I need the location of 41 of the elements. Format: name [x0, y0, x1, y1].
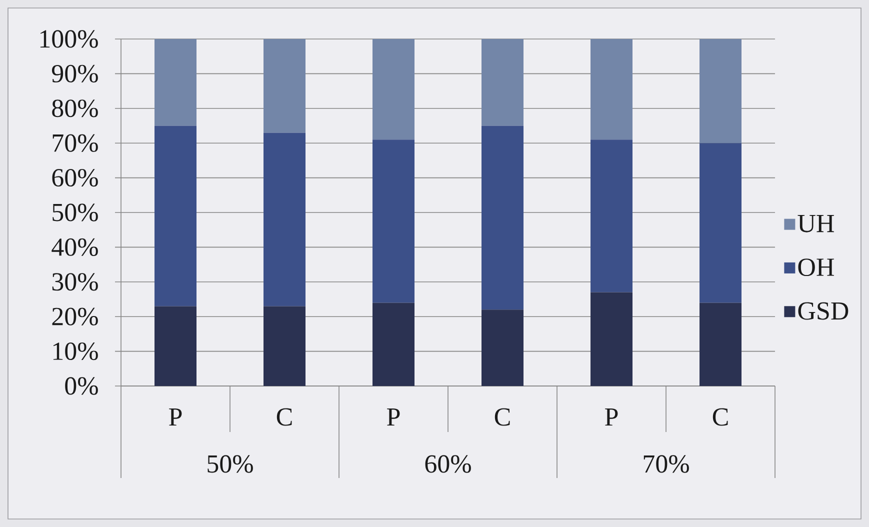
- x-tick-label: C: [712, 408, 728, 426]
- bar: [264, 38, 306, 133]
- bar: [700, 38, 742, 144]
- bar: [482, 126, 524, 310]
- y-tick-label: 40%: [52, 238, 98, 256]
- x-tick-label: P: [605, 408, 618, 426]
- bar: [700, 143, 742, 303]
- y-tick-label: 60%: [52, 168, 98, 187]
- bar: [154, 38, 196, 126]
- bar: [590, 292, 633, 386]
- text: 70%: [644, 455, 689, 473]
- legend-label: GSD: [798, 302, 848, 320]
- bar: [154, 126, 196, 306]
- x-tick-label: C: [276, 408, 292, 426]
- bar: [264, 306, 306, 386]
- bar: [590, 140, 633, 292]
- bar: [372, 38, 415, 140]
- legend-label: OH: [798, 258, 834, 276]
- y-tick-label: 100%: [40, 30, 98, 48]
- y-tick-label: 50%: [52, 204, 98, 222]
- bar: [264, 132, 306, 306]
- y-tick-label: 30%: [52, 273, 98, 291]
- bar: [372, 140, 415, 303]
- y-tick-label: 80%: [52, 100, 98, 118]
- bar: [372, 302, 415, 386]
- y-tick-label: 10%: [53, 342, 98, 360]
- x-tick-label: P: [169, 408, 182, 426]
- bar: [700, 302, 742, 386]
- text: 60%: [425, 455, 471, 473]
- bar: [482, 310, 524, 386]
- text: 50%: [208, 455, 253, 473]
- legend-label: UH: [798, 215, 834, 232]
- bar: [590, 38, 633, 140]
- y-tick-label: 0%: [65, 377, 98, 395]
- bar: [154, 306, 196, 386]
- y-tick-label: 90%: [52, 64, 98, 83]
- y-tick-label: 20%: [52, 308, 98, 326]
- x-tick-label: P: [387, 408, 400, 426]
- y-tick-label: 70%: [52, 134, 98, 152]
- x-tick-label: C: [494, 408, 510, 426]
- bar: [482, 38, 524, 126]
